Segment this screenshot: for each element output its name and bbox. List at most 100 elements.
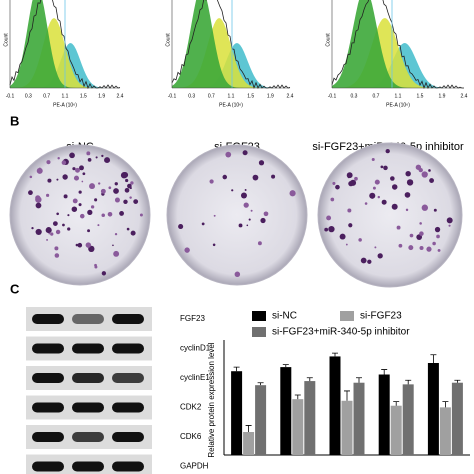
colony xyxy=(184,247,190,253)
colony xyxy=(133,199,139,204)
bar xyxy=(292,399,304,455)
x-tick-label: 2.4 xyxy=(461,93,468,99)
histogram-outline xyxy=(171,0,291,90)
colony xyxy=(62,223,65,227)
colony xyxy=(104,157,111,164)
colony xyxy=(448,224,451,227)
x-tick-label: 0.3 xyxy=(25,93,32,99)
colony xyxy=(222,174,228,180)
colony xyxy=(130,230,136,236)
colony xyxy=(436,234,440,239)
colony xyxy=(252,174,259,181)
x-axis-label: PE-A (10⁶) xyxy=(386,102,410,108)
band xyxy=(32,402,64,413)
x-tick-label: 1.5 xyxy=(80,93,87,99)
error-bar xyxy=(381,369,388,375)
colony xyxy=(98,182,101,185)
dish xyxy=(166,144,308,286)
colony xyxy=(113,250,120,257)
x-tick-label: 0.7 xyxy=(43,93,50,99)
colony xyxy=(67,214,70,217)
colony xyxy=(178,223,184,230)
blot-label: CDK2 xyxy=(180,403,202,412)
error-bar xyxy=(442,401,449,408)
colony xyxy=(419,231,424,236)
colony xyxy=(46,238,49,241)
panel-letter: C xyxy=(10,281,20,296)
error-bar xyxy=(233,366,240,372)
band xyxy=(32,461,64,472)
flow-histograms: Count -0.1 0.3 0.7 1.1 1.5 1.9 2.4 PE-A (10⁶) Cou… xyxy=(3,0,468,108)
colony xyxy=(238,223,243,228)
colony xyxy=(87,229,91,233)
band xyxy=(112,343,144,354)
peak xyxy=(332,0,464,88)
colony xyxy=(114,232,118,236)
x-tick-label: 1.5 xyxy=(247,93,254,99)
colony xyxy=(90,205,95,209)
legend-label: si-NC xyxy=(272,311,297,322)
colony xyxy=(225,151,232,158)
colony xyxy=(231,189,234,192)
colony xyxy=(29,175,33,179)
colony xyxy=(50,232,54,236)
colony xyxy=(385,148,390,154)
colony xyxy=(94,263,97,267)
colony xyxy=(114,182,118,186)
x-tick-label: 0.7 xyxy=(373,93,380,99)
colony xyxy=(377,195,380,199)
colony xyxy=(421,204,429,211)
band xyxy=(112,461,144,472)
bar xyxy=(255,385,267,455)
colony xyxy=(107,211,113,217)
colony xyxy=(209,179,214,184)
colony xyxy=(358,238,362,242)
x-tick-label: 0.7 xyxy=(208,93,215,99)
colony xyxy=(372,186,376,190)
bar xyxy=(280,367,292,455)
x-tick-label: -0.1 xyxy=(328,93,337,99)
colony xyxy=(54,246,59,251)
colony xyxy=(405,208,409,212)
colony xyxy=(78,190,82,194)
colony xyxy=(381,199,387,205)
x-axis-label: PE-A (10⁶) xyxy=(219,102,243,108)
band xyxy=(72,461,104,472)
legend-label: si-FGF23 xyxy=(360,311,402,322)
colony xyxy=(374,246,377,249)
colony xyxy=(79,213,85,219)
band xyxy=(72,314,104,324)
error-bar xyxy=(393,401,400,406)
y-axis-label: Count xyxy=(3,33,9,47)
error-bar xyxy=(405,379,412,385)
x-tick-label: 2.4 xyxy=(117,93,124,99)
colony xyxy=(114,197,120,203)
colony xyxy=(52,221,58,226)
band xyxy=(112,373,144,383)
error-bar xyxy=(245,425,252,432)
colony xyxy=(408,245,414,251)
colony xyxy=(332,181,336,185)
dish xyxy=(317,142,463,288)
band xyxy=(72,373,104,383)
blot-label: FGF23 xyxy=(180,314,205,323)
colony xyxy=(112,244,114,247)
colony xyxy=(28,190,33,196)
colony xyxy=(248,218,251,221)
colony xyxy=(97,224,100,227)
bar xyxy=(304,381,316,455)
colony xyxy=(347,175,350,179)
colony xyxy=(326,215,332,221)
colony xyxy=(426,246,432,252)
x-tick-label: 1.1 xyxy=(62,93,69,99)
bar xyxy=(451,382,463,455)
colony xyxy=(72,167,76,171)
colony xyxy=(391,184,398,190)
band xyxy=(32,432,64,442)
colony xyxy=(79,165,84,171)
y-axis-label: Count xyxy=(325,33,331,47)
colony xyxy=(120,172,128,179)
colony xyxy=(35,202,42,209)
colony xyxy=(360,257,367,264)
colony xyxy=(437,248,441,252)
